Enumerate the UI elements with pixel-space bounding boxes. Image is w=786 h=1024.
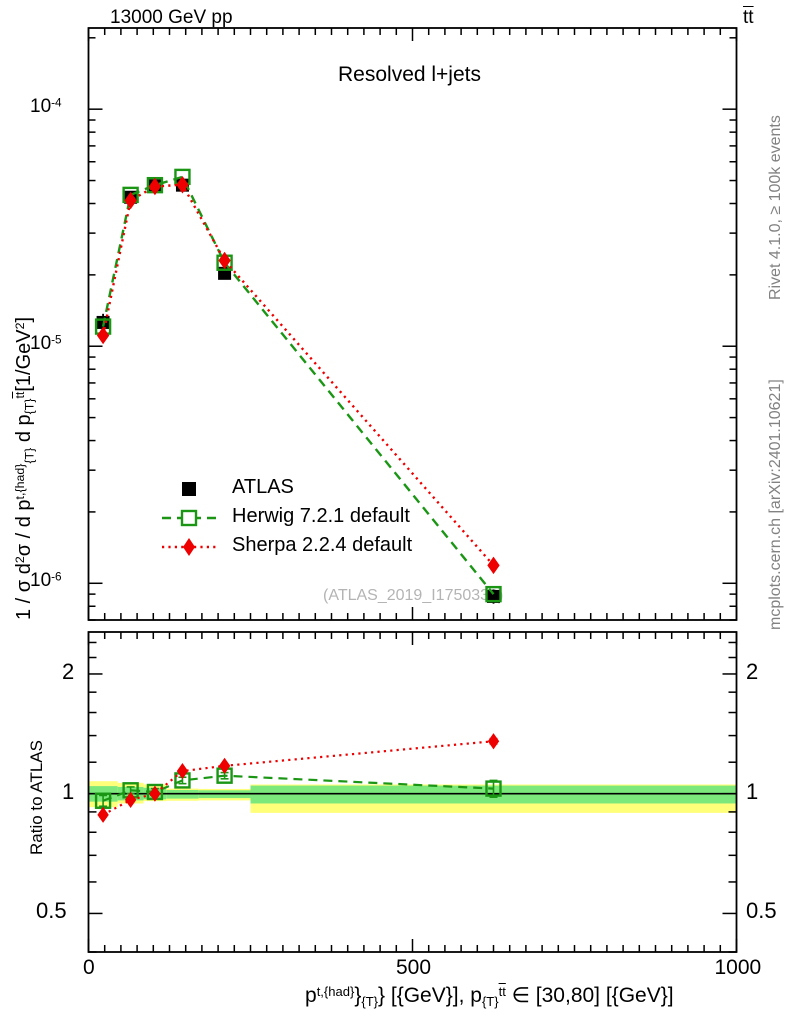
- legend-label-2: Sherpa 2.2.4 default: [232, 534, 413, 556]
- legend-marker-filled-square: [182, 482, 196, 496]
- marker-filled-diamond: [218, 251, 231, 270]
- dataset-watermark: (ATLAS_2019_I1750330): [323, 587, 504, 604]
- header-left-label: 13000 GeV pp: [110, 7, 233, 28]
- xlabel-seg-g: tt: [498, 984, 506, 999]
- ratio-series-line-sherpa: [102, 740, 494, 816]
- main-ytick-label-2: 10-6: [30, 570, 62, 592]
- ratio-ytick-label-right-2: 0.5: [746, 898, 777, 924]
- xlabel-seg-a: p: [305, 984, 317, 1008]
- legend-label-0: ATLAS: [232, 476, 294, 498]
- marker-filled-diamond: [176, 175, 189, 194]
- marker-filled-square: [487, 589, 500, 603]
- xlabel-seg-f: {T}: [481, 993, 499, 1009]
- marker-filled-diamond: [124, 791, 137, 808]
- marker-open-square: [485, 780, 502, 797]
- xaxis-label: pt,{had}}{T}} [{GeV}], p{T}tt ∈ [30,80] …: [305, 985, 674, 1008]
- ratio-ytick-label-right-1: 1: [746, 778, 759, 804]
- main-series-line-herwig: [101, 175, 495, 595]
- xtick-label-1: 500: [396, 956, 432, 979]
- header-right-label: tt: [743, 7, 754, 28]
- ratio-ytick-label-right-0: 2: [746, 658, 759, 684]
- marker-filled-diamond: [149, 785, 161, 802]
- panel-title: Resolved l+jets: [338, 63, 481, 86]
- marker-filled-diamond: [124, 191, 137, 210]
- legend-label-1: Herwig 7.2.1 default: [232, 505, 410, 527]
- marker-filled-diamond: [97, 806, 109, 823]
- legend-swatch-1: [162, 509, 216, 527]
- marker-filled-diamond: [176, 762, 189, 780]
- legend-swatch-2: [162, 538, 216, 556]
- main-ytick-label-1: 10-5: [30, 333, 62, 355]
- marker-filled-diamond: [218, 757, 231, 774]
- ratio-series-line-herwig: [102, 774, 494, 802]
- main-series-line-sherpa: [101, 183, 495, 567]
- legend-marker-open-square: [180, 509, 198, 527]
- xtick-label-0: 0: [83, 956, 95, 979]
- ratio-ytick-label-left-1: 1: [62, 778, 75, 804]
- legend-marker-filled-diamond: [183, 538, 195, 556]
- marker-filled-diamond: [487, 733, 500, 750]
- xlabel-seg-d: {T}: [361, 993, 379, 1009]
- ratio-ytick-label-left-0: 2: [62, 658, 75, 684]
- xlabel-seg-h: ∈ [30,80] [{GeV}]: [505, 984, 674, 1008]
- legend-swatch-0: [182, 482, 196, 496]
- xlabel-seg-b: t,{had}: [316, 984, 355, 999]
- xlabel-seg-e: } [{GeV}], p: [378, 984, 482, 1008]
- marker-filled-diamond: [487, 556, 500, 575]
- marker-filled-diamond: [148, 177, 162, 196]
- marker-filled-diamond: [96, 326, 110, 345]
- xlabel-seg-c: }: [354, 984, 362, 1008]
- marker-open-square: [485, 585, 502, 603]
- ratio-ytick-label-left-2: 0.5: [36, 898, 67, 924]
- xtick-label-2: 1000: [714, 956, 762, 979]
- main-ytick-label-0: 10-4: [30, 96, 62, 118]
